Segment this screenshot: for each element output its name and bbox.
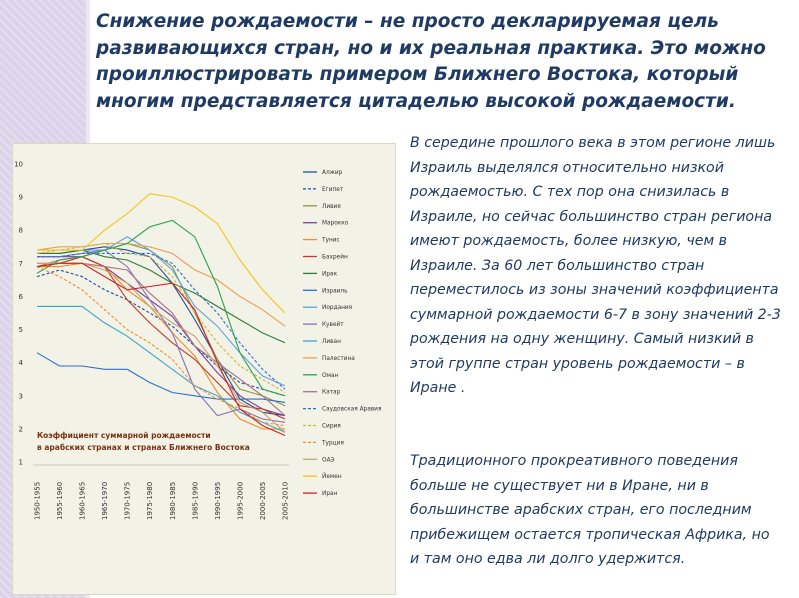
y-axis: 1 2 3 4 5 6 7 8 9 10 [14, 161, 23, 467]
y-tick-label: 5 [19, 326, 23, 334]
x-tick-label: 1975-1980 [146, 482, 154, 520]
legend-entry: Кувейт [322, 321, 344, 328]
legend-entry: Саудовская Аравия [322, 407, 381, 413]
x-tick-label: 1990-1995 [214, 482, 222, 520]
x-tick-label: 2000-2005 [259, 482, 267, 520]
legend-entry: Турция [321, 440, 344, 446]
paragraph-israel: В середине прошлого века в этом регионе … [410, 135, 781, 396]
series-line [37, 193, 286, 314]
x-tick-label: 1955-1960 [56, 482, 64, 520]
series-line [36, 266, 286, 427]
legend-entry: Оман [322, 373, 338, 379]
tfr-chart: 1 2 3 4 5 6 7 8 9 10 1950-1955 1955-1960 1960-1965 1… [12, 143, 396, 595]
y-tick-label: 4 [19, 359, 24, 367]
legend-entry: Марокко [322, 221, 349, 227]
legend-entry: Алжир [322, 170, 343, 176]
series-line [36, 219, 286, 397]
legend-entry: Ливан [322, 339, 341, 345]
legend-entry: Иордания [322, 305, 352, 311]
series-line [36, 242, 286, 393]
y-tick-label: 2 [19, 425, 23, 433]
legend-entry: Катар [322, 390, 341, 396]
y-tick-label: 7 [19, 260, 23, 268]
y-tick-label: 3 [19, 392, 23, 400]
x-tick-label: 1960-1965 [79, 482, 87, 520]
legend-entry: Ливия [322, 204, 341, 210]
chart-title-line-2: в арабских странах и странах Ближнего Во… [37, 443, 250, 452]
legend-entry: Сирия [322, 424, 341, 430]
chart-legend: Алжир Египет Ливия Марокко Тунис Бахрейн Ирак И… [303, 170, 381, 497]
legend-entry: Египет [322, 187, 344, 193]
series-line [37, 249, 286, 423]
x-tick-label: 1995-2000 [236, 482, 244, 520]
legend-entry: Палестина [322, 356, 355, 362]
series-line [37, 262, 286, 417]
legend-entry: Тунис [321, 238, 340, 244]
series-lines [36, 193, 286, 437]
legend-entry: Израиль [322, 288, 348, 294]
y-tick-label: 9 [19, 194, 23, 202]
series-line [36, 352, 286, 403]
series-line [37, 252, 286, 390]
y-tick-label: 8 [19, 227, 23, 235]
legend-entry: Йемен [322, 473, 342, 480]
legend-entry: Ирак [322, 271, 338, 277]
chart-title-line-1: Коэффициент суммарной рождаемости [37, 431, 211, 440]
x-axis: 1950-1955 1955-1960 1960-1965 1965-1970 1970… [33, 464, 290, 520]
series-line [37, 305, 286, 433]
y-tick-label: 1 [19, 459, 23, 467]
legend-entry: ОАЭ [322, 457, 335, 463]
y-tick-label: 6 [19, 293, 24, 301]
x-tick-label: 1985-1990 [191, 482, 199, 520]
y-tick-label: 10 [14, 161, 23, 169]
x-tick-label: 1980-1985 [169, 482, 177, 520]
legend-entry: Иран [322, 491, 338, 497]
series-line [36, 262, 286, 437]
x-tick-label: 1950-1955 [34, 482, 42, 520]
x-tick-label: 1970-1975 [124, 482, 132, 520]
series-line [36, 256, 286, 420]
x-tick-label: 2005-2010 [282, 482, 290, 520]
slide-title: Снижение рождаемости – не просто деклари… [96, 11, 766, 112]
legend-entry: Бахрейн [322, 254, 348, 261]
paragraph-tradition: Традиционного прокреативного поведения б… [410, 453, 770, 567]
x-tick-label: 1965-1970 [101, 482, 109, 520]
chart-title: Коэффициент суммарной рождаемости в араб… [37, 431, 250, 452]
series-line [37, 246, 286, 417]
